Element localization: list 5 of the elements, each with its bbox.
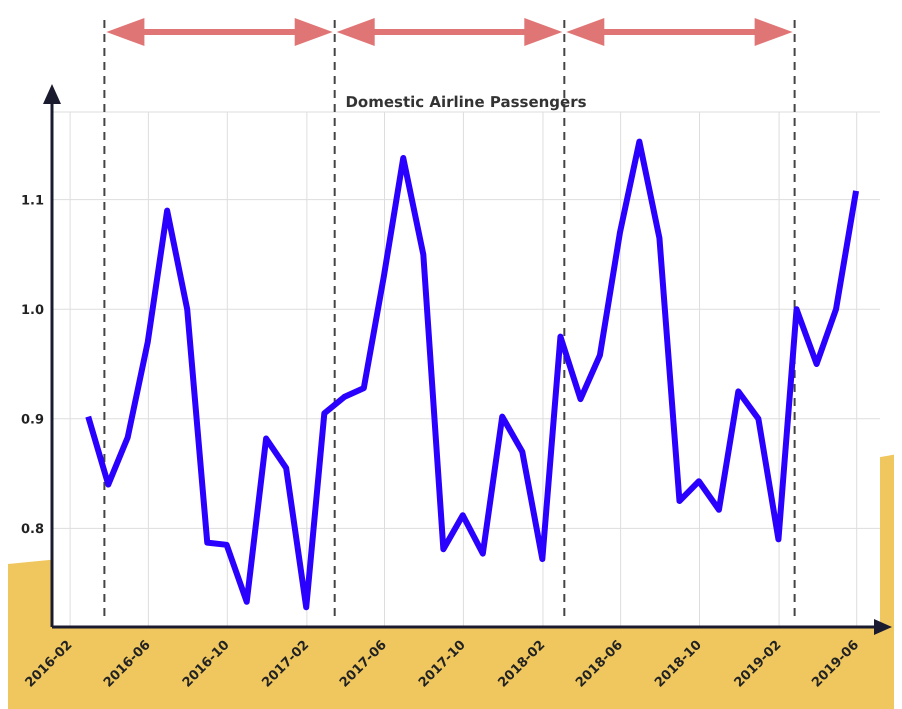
y-tick-label: 0.9 bbox=[20, 412, 44, 428]
y-tick-label: 0.8 bbox=[20, 522, 44, 537]
y-tick-label: 1.1 bbox=[20, 193, 44, 208]
y-tick-label: 1.0 bbox=[20, 302, 44, 318]
chart-title: Domestic Airline Passengers bbox=[345, 93, 587, 111]
